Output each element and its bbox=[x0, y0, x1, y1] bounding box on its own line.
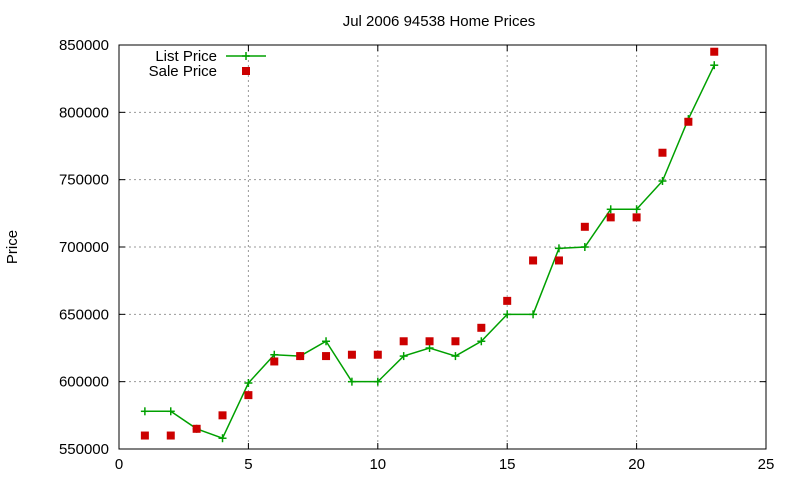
list-price-point bbox=[347, 377, 356, 386]
list-price-point bbox=[451, 352, 460, 361]
y-tick-label: 650000 bbox=[59, 306, 109, 323]
sale-price-point bbox=[322, 352, 331, 361]
sale-price-point bbox=[140, 431, 149, 440]
list-price-point bbox=[218, 434, 227, 443]
plot-frame bbox=[118, 44, 767, 450]
sale-price-point bbox=[554, 256, 563, 265]
sale-price-point bbox=[296, 352, 305, 361]
sale-price-point bbox=[503, 296, 512, 305]
sale-price-point bbox=[373, 350, 382, 359]
legend-label: List Price bbox=[155, 48, 217, 65]
y-tick-label: 800000 bbox=[59, 104, 109, 121]
y-tick-label: 850000 bbox=[59, 37, 109, 54]
legend-label: Sale Price bbox=[149, 63, 217, 80]
sale-price-point bbox=[684, 117, 693, 126]
list-price-point bbox=[425, 344, 434, 352]
y-tick-label: 600000 bbox=[59, 374, 109, 391]
sale-price-point bbox=[632, 213, 641, 222]
series-layer bbox=[140, 47, 719, 443]
axis-ticks bbox=[118, 44, 767, 450]
sale-price-point bbox=[244, 391, 253, 400]
y-tick-label: 700000 bbox=[59, 239, 109, 256]
sale-price-point bbox=[270, 357, 279, 366]
tick-labels: 0 5 10 15 20 25 550000 600000 650000 700000 750000… bbox=[59, 37, 774, 473]
list-price-point bbox=[322, 337, 331, 346]
list-price-point bbox=[140, 407, 149, 416]
sale-price-point bbox=[192, 424, 201, 433]
sale-price-point bbox=[399, 337, 408, 346]
list-price-point bbox=[710, 61, 719, 70]
legend-marker bbox=[242, 67, 250, 75]
x-tick-label: 15 bbox=[499, 456, 516, 473]
y-axis-label: Price bbox=[4, 230, 21, 264]
x-tick-label: 20 bbox=[628, 456, 645, 473]
list-price-point bbox=[503, 310, 512, 319]
list-price-point bbox=[399, 352, 408, 361]
list-price-line bbox=[144, 64, 715, 440]
list-price-point bbox=[166, 407, 175, 416]
list-price-point bbox=[580, 243, 589, 251]
y-tick-label: 750000 bbox=[59, 172, 109, 189]
y-tick-label: 550000 bbox=[59, 441, 109, 458]
sale-price-point bbox=[347, 350, 356, 359]
legend-marker bbox=[242, 52, 250, 60]
sale-price-point bbox=[425, 337, 434, 346]
x-tick-label: 0 bbox=[115, 456, 123, 473]
x-tick-label: 5 bbox=[244, 456, 252, 473]
list-price-point bbox=[477, 337, 486, 346]
grid-lines bbox=[119, 45, 766, 449]
sale-price-point bbox=[606, 213, 615, 222]
sale-price-point bbox=[477, 323, 486, 332]
list-price-point bbox=[658, 177, 667, 186]
list-price-point bbox=[244, 379, 253, 388]
x-tick-label: 25 bbox=[758, 456, 775, 473]
sale-price-point bbox=[529, 256, 538, 265]
sale-price-point bbox=[710, 47, 719, 56]
x-tick-label: 10 bbox=[369, 456, 386, 473]
list-price-point bbox=[373, 377, 382, 386]
sale-price-point bbox=[218, 411, 227, 420]
sale-price-point bbox=[166, 431, 175, 440]
list-price-point bbox=[554, 244, 563, 253]
list-price-point bbox=[606, 205, 615, 214]
chart-title: Jul 2006 94538 Home Prices bbox=[343, 13, 536, 30]
list-price-point bbox=[270, 350, 279, 359]
list-price-point bbox=[529, 310, 538, 319]
sale-price-point bbox=[580, 222, 589, 231]
list-price-point bbox=[632, 205, 641, 214]
sale-price-point bbox=[658, 148, 667, 157]
sale-price-point bbox=[451, 337, 460, 346]
